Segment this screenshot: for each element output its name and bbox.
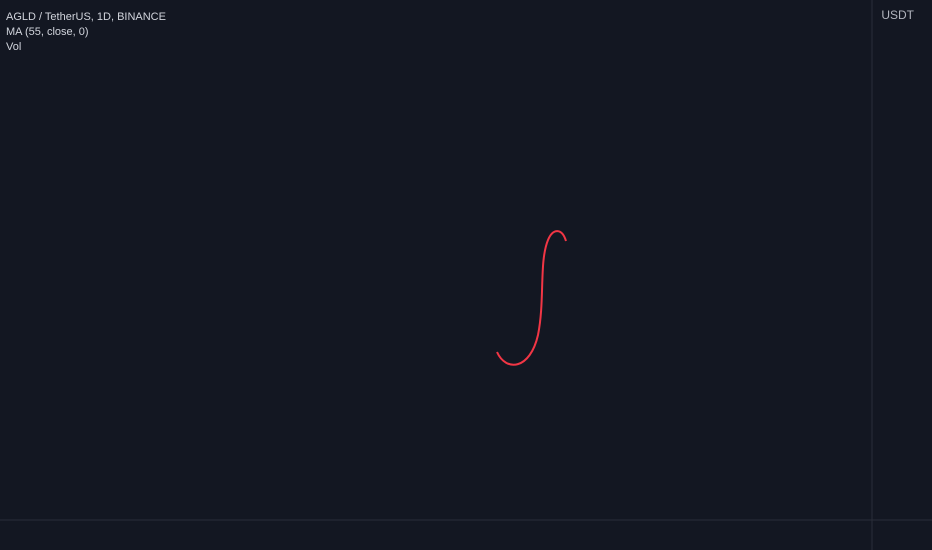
currency-label[interactable]: USDT bbox=[881, 8, 914, 22]
indicator-label: MA (55, close, 0) bbox=[6, 26, 89, 38]
volume-label: Vol bbox=[6, 41, 21, 53]
freehand-drawing bbox=[496, 230, 567, 366]
symbol-title: AGLD / TetherUS, 1D, BINANCE bbox=[6, 11, 166, 23]
